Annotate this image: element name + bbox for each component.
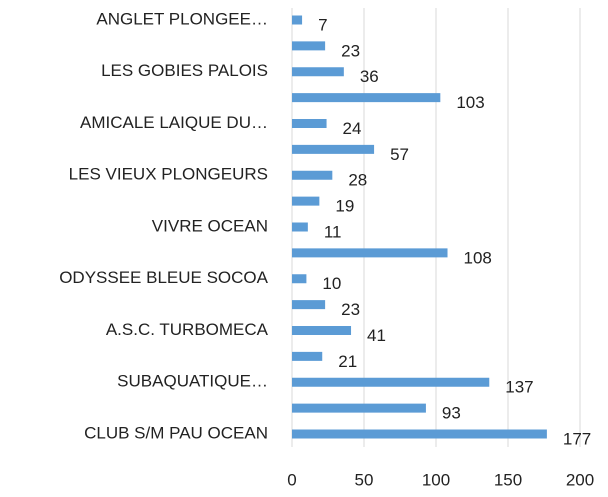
data-label: 93 [442,404,461,423]
bar [292,351,323,361]
data-label: 28 [348,171,367,190]
x-tick-label: 200 [566,470,594,489]
bar [292,93,441,103]
bar [292,403,426,413]
bar [292,274,307,284]
y-tick-label: LES VIEUX PLONGEURS [69,165,268,184]
x-tick-label: 50 [355,470,374,489]
data-label: 7 [318,15,327,34]
data-label: 11 [324,222,342,241]
data-label: 36 [360,67,379,86]
data-label: 23 [341,41,360,60]
bar [292,222,308,232]
bar [292,170,333,180]
bar [292,67,344,77]
bar [292,248,448,258]
data-label: 19 [335,197,354,216]
data-label: 108 [464,248,492,267]
data-label: 23 [341,300,360,319]
bar [292,429,547,439]
data-label: 41 [367,326,386,345]
y-tick-label: CLUB S/M PAU OCEAN [84,423,268,442]
y-tick-label: A.S.C. TURBOMECA [106,320,269,339]
y-tick-label: VIVRE OCEAN [152,216,268,235]
bar [292,119,327,128]
x-tick-label: 150 [494,470,522,489]
y-tick-label: AMICALE LAIQUE DU… [80,113,268,132]
data-label: 103 [456,93,484,112]
data-label: 24 [343,119,362,138]
bar [292,144,375,154]
bar [292,15,303,25]
data-label: 10 [322,274,341,293]
data-label: 177 [563,429,591,448]
y-tick-label: ODYSSEE BLEUE SOCOA [59,268,268,287]
bar [292,300,326,310]
bar [292,41,326,51]
bar [292,326,352,335]
bar [292,377,490,387]
data-label: 137 [505,378,533,397]
x-tick-label: 0 [287,470,296,489]
y-tick-label: SUBAQUATIQUE… [117,372,268,391]
bar [292,196,320,206]
x-tick-label: 100 [422,470,450,489]
data-label: 57 [390,145,409,164]
data-label: 21 [338,352,357,371]
y-tick-label: LES GOBIES PALOIS [101,61,268,80]
y-tick-label: ANGLET PLONGEE… [96,9,268,28]
